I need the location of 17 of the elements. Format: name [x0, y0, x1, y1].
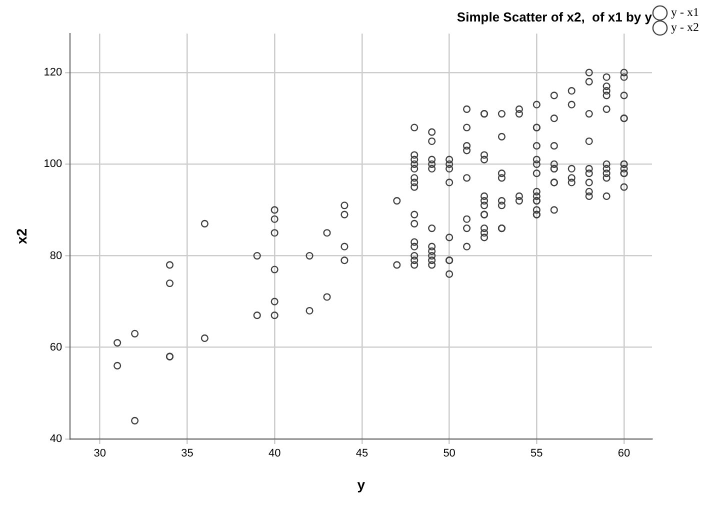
- x-tick-label: 40: [268, 448, 281, 460]
- legend-label: y - x1: [671, 5, 700, 20]
- x-tick-label: 60: [618, 448, 630, 460]
- y-axis-title: x2: [13, 228, 30, 244]
- x-tick-label: 50: [443, 448, 456, 460]
- y-tick-label: 100: [44, 158, 62, 170]
- chart-title: Simple Scatter of x2, of x1 by y: [456, 9, 653, 24]
- y-tick-label: 120: [44, 66, 62, 79]
- x-tick-label: 30: [94, 448, 106, 460]
- x-tick-label: 55: [530, 448, 543, 460]
- x-tick-label: 35: [181, 448, 194, 460]
- x-axis-title: y: [357, 476, 366, 492]
- y-tick-label: 40: [50, 433, 62, 446]
- y-tick-label: 60: [50, 341, 62, 354]
- x-tick-label: 45: [356, 448, 368, 460]
- y-tick-label: 80: [50, 250, 62, 262]
- legend-label: y - x2: [671, 20, 700, 34]
